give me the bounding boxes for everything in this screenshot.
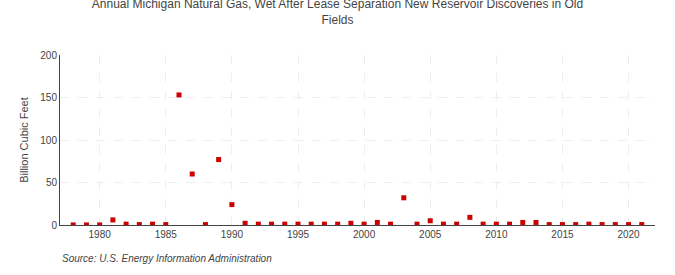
svg-text:200: 200	[40, 50, 57, 61]
svg-text:150: 150	[40, 92, 57, 103]
svg-text:50: 50	[46, 177, 58, 188]
svg-text:2015: 2015	[551, 229, 574, 240]
svg-text:Billion Cubic Feet: Billion Cubic Feet	[18, 97, 30, 183]
svg-text:0: 0	[51, 220, 57, 231]
svg-text:1985: 1985	[155, 229, 178, 240]
svg-text:100: 100	[40, 135, 57, 146]
svg-text:2010: 2010	[485, 229, 508, 240]
svg-text:Source: U.S. Energy Informatio: Source: U.S. Energy Information Administ…	[62, 253, 272, 264]
svg-text:2000: 2000	[353, 229, 376, 240]
svg-text:2020: 2020	[617, 229, 640, 240]
svg-text:2005: 2005	[419, 229, 442, 240]
svg-text:1980: 1980	[89, 229, 112, 240]
svg-text:1995: 1995	[287, 229, 310, 240]
svg-text:1990: 1990	[221, 229, 244, 240]
svg-text:Annual Michigan Natural Gas, W: Annual Michigan Natural Gas, Wet After L…	[92, 0, 583, 27]
